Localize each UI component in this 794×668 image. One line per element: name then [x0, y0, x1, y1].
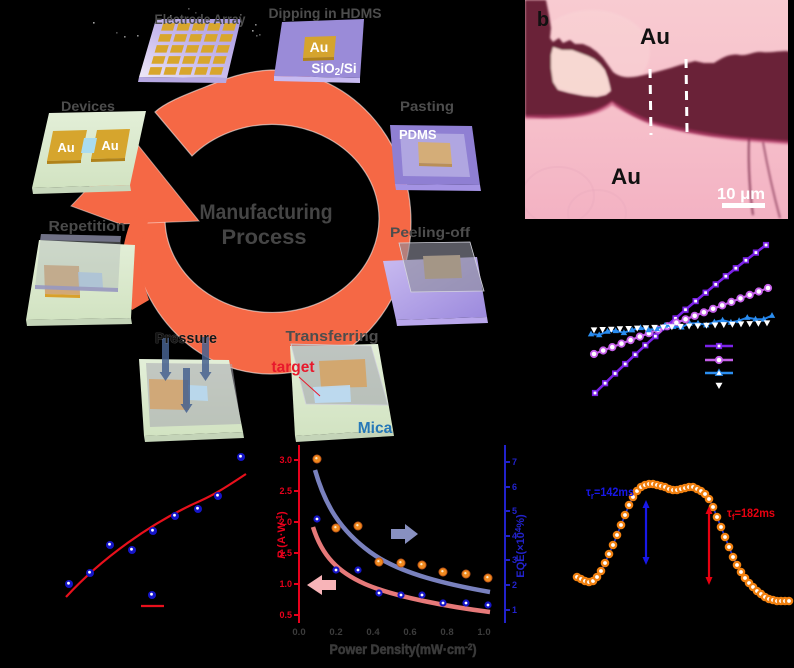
svg-text:b: b [537, 9, 549, 31]
svg-text:4: 4 [512, 531, 517, 541]
svg-text:Electrode Array: Electrode Array [155, 11, 246, 27]
svg-text:0.2: 0.2 [329, 627, 342, 638]
svg-text:SiO2/Si: SiO2/Si [311, 61, 356, 78]
svg-text:7: 7 [512, 457, 517, 467]
svg-text:3.0: 3.0 [279, 455, 292, 465]
svg-text:1.0: 1.0 [279, 579, 292, 589]
svg-text:Manufacturing: Manufacturing [200, 201, 333, 224]
svg-text:1: 1 [512, 605, 517, 615]
svg-text:Pressure: Pressure [155, 330, 217, 347]
svg-text:EQE(×104%): EQE(×104%) [514, 514, 527, 578]
svg-text:3: 3 [512, 555, 517, 565]
svg-text:Dipping in HDMS: Dipping in HDMS [269, 5, 382, 21]
svg-text:τr=142ms: τr=142ms [586, 485, 634, 501]
svg-text:0.6: 0.6 [403, 627, 416, 638]
svg-text:Au: Au [310, 39, 329, 55]
svg-text:Devices: Devices [61, 98, 115, 114]
svg-text:10 μm: 10 μm [717, 186, 765, 203]
svg-text:0.4: 0.4 [366, 627, 380, 638]
svg-text:Process: Process [222, 226, 307, 249]
svg-text:Power Density(mW·cm-2): Power Density(mW·cm-2) [329, 641, 476, 657]
svg-text:PDMS: PDMS [399, 127, 437, 142]
svg-text:Pasting: Pasting [400, 98, 454, 114]
svg-text:Peeling-off: Peeling-off [390, 224, 470, 240]
svg-text:Au: Au [640, 24, 670, 49]
svg-text:Au: Au [611, 164, 641, 189]
svg-text:2.5: 2.5 [279, 486, 292, 496]
svg-text:2.0: 2.0 [279, 517, 292, 527]
svg-text:R (A·W-1): R (A·W-1) [275, 511, 288, 559]
svg-text:2: 2 [512, 580, 517, 590]
svg-text:τf=182ms: τf=182ms [727, 506, 775, 522]
svg-text:target: target [271, 359, 314, 376]
svg-text:1.0: 1.0 [477, 627, 490, 638]
svg-text:Repetition: Repetition [49, 218, 126, 235]
svg-text:5: 5 [512, 506, 517, 516]
svg-text:Au: Au [101, 138, 118, 153]
svg-text:0.8: 0.8 [440, 627, 453, 638]
svg-text:0.5: 0.5 [279, 610, 292, 620]
svg-text:Mica: Mica [358, 420, 393, 437]
svg-text:Transferring: Transferring [286, 328, 379, 345]
svg-text:0.0: 0.0 [292, 627, 305, 638]
svg-text:1.5: 1.5 [279, 548, 292, 558]
svg-text:6: 6 [512, 482, 517, 492]
svg-text:Au: Au [57, 140, 74, 155]
